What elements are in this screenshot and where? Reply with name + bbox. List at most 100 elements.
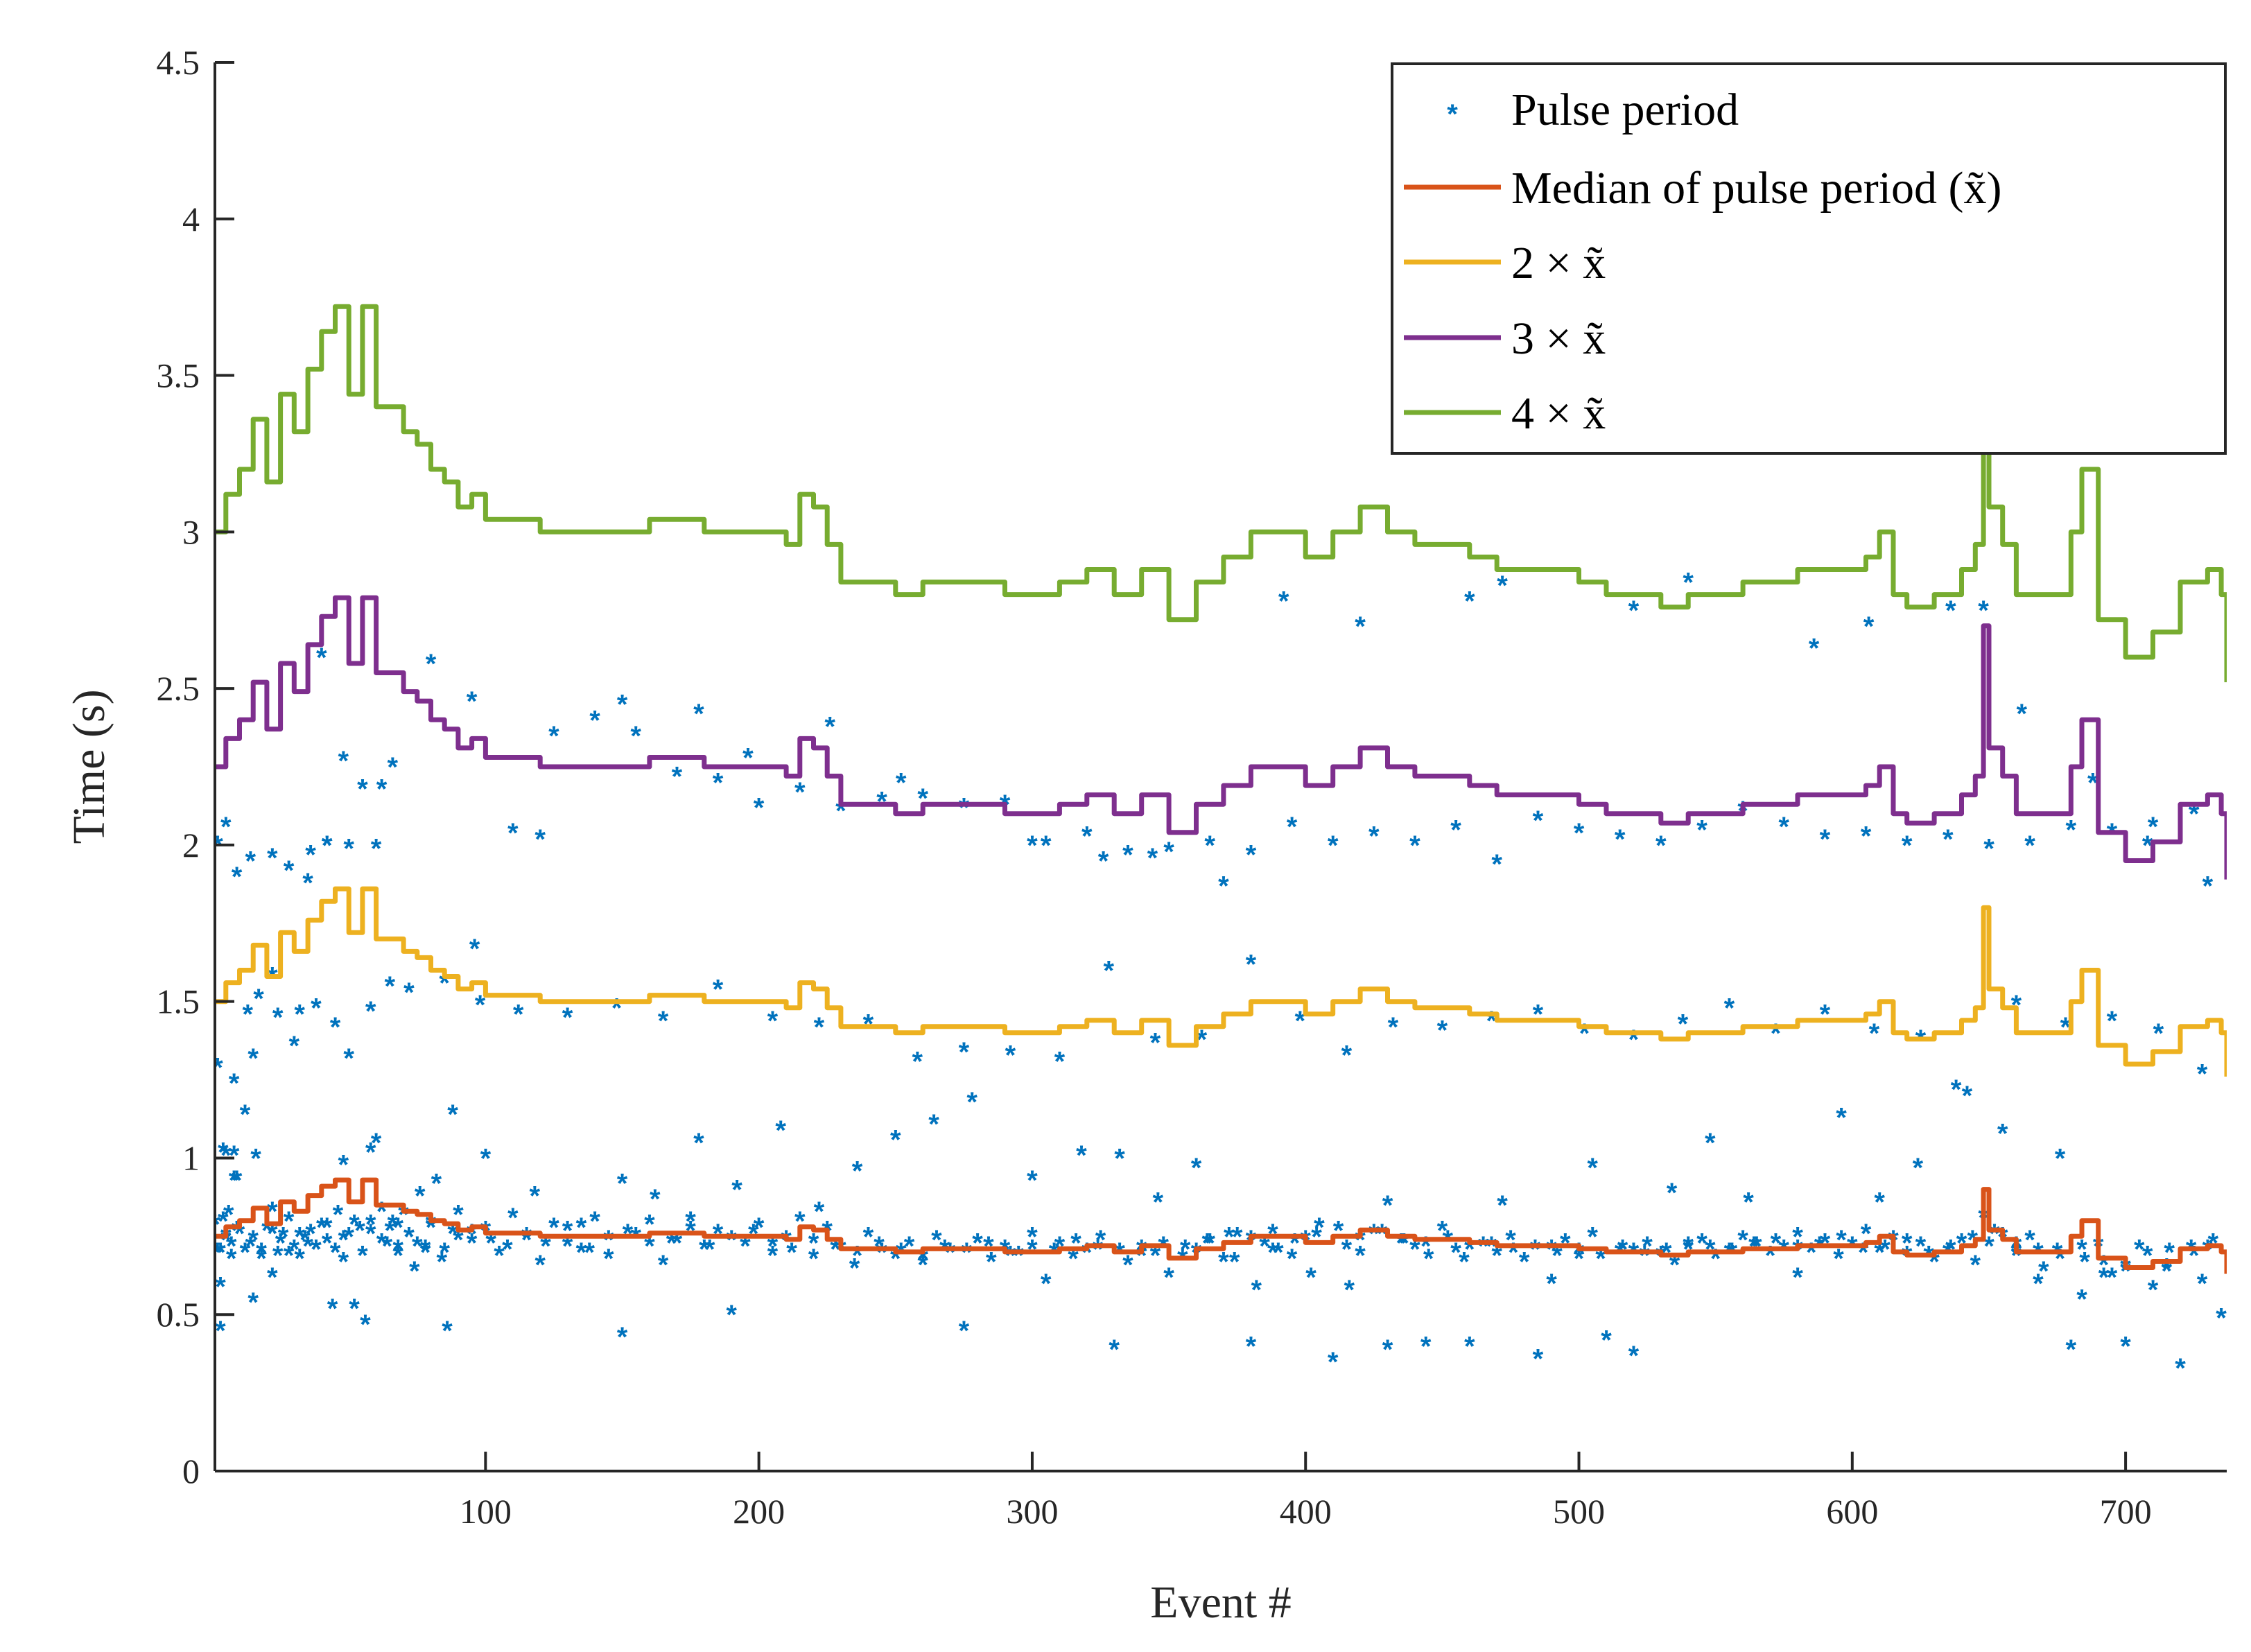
pulse-period-point: * — [1295, 1006, 1306, 1036]
pulse-period-point: * — [1683, 568, 1694, 598]
legend-label-pulse: Pulse period — [1511, 85, 1739, 135]
pulse-period-point: * — [215, 1272, 226, 1303]
pulse-period-point: * — [467, 686, 478, 717]
pulse-period-point: * — [726, 1300, 737, 1330]
pulse-period-point: * — [794, 777, 806, 808]
series-layer: * * * * * * * * * * * * * * * * * * * * * * * * * * * * * * * * * * * * * * * *… — [212, 304, 2227, 1384]
pulse-period-point: * — [1970, 1250, 1981, 1280]
pulse-period-point: * — [2153, 1018, 2164, 1049]
pulse-period-point: * — [426, 649, 437, 679]
x-tick-label: 200 — [733, 1492, 785, 1531]
pulse-period-point: * — [289, 1234, 300, 1264]
pulse-period-point: * — [272, 1240, 284, 1271]
pulse-period-point: * — [852, 1240, 863, 1271]
pulse-period-point: * — [2017, 699, 2028, 729]
pulse-period-point: * — [1311, 1221, 1322, 1252]
pulse-period-point: * — [814, 1012, 825, 1043]
pulse-period-point: * — [267, 843, 278, 873]
pulse-period-point: * — [521, 1221, 532, 1252]
pulse-period-point: * — [1601, 1325, 1612, 1355]
pulse-period-point: * — [2197, 1269, 2208, 1299]
pulse-period-point: * — [562, 1231, 573, 1262]
pulse-period-point: * — [1150, 1027, 1161, 1058]
legend-box — [1391, 62, 2227, 455]
pulse-period-point: * — [2107, 1006, 2118, 1036]
pulse-period-point: * — [240, 1237, 251, 1268]
pulse-period-point: * — [1278, 586, 1289, 617]
pulse-period-point: * — [267, 1197, 278, 1227]
pulse-period-point: * — [392, 1234, 403, 1264]
pulse-period-point: * — [215, 1237, 226, 1268]
pulse-period-point: * — [824, 711, 835, 742]
pulse-period-point: * — [562, 1215, 573, 1246]
pulse-period-point: * — [1197, 1025, 1208, 1055]
pulse-period-point: * — [1388, 1012, 1399, 1043]
pulse-period-point: * — [247, 1043, 259, 1074]
pulse-period-point: * — [212, 1053, 223, 1084]
pulse-period-point: * — [253, 984, 264, 1014]
pulse-period-point: * — [294, 1244, 305, 1274]
pulse-period-point: * — [1546, 1234, 1557, 1264]
y-axis-title: Time (s) — [64, 689, 114, 844]
pulse-period-point: * — [1081, 1237, 1093, 1268]
pulse-period-point: * — [1863, 611, 1875, 642]
pulse-period-point: * — [1705, 1128, 1716, 1158]
pulse-period-point: * — [299, 1225, 311, 1255]
pulse-period-point: * — [1464, 586, 1475, 617]
pulse-period-point: * — [475, 990, 486, 1020]
y-tick-label: 0.5 — [157, 1295, 200, 1334]
pulse-period-point: * — [658, 1006, 669, 1036]
pulse-period-point: * — [284, 1206, 295, 1237]
pulse-period-point: * — [1163, 837, 1174, 867]
pulse-period-point: * — [1251, 1275, 1262, 1305]
pulse-period-point: * — [876, 1237, 887, 1268]
pulse-period-point: * — [713, 768, 724, 799]
pulse-period-point: * — [1289, 1228, 1301, 1258]
pulse-period-point: * — [1574, 818, 1585, 849]
pulse-period-point: * — [713, 975, 724, 1005]
pulse-period-point: * — [1305, 1262, 1316, 1293]
pulse-period-point: * — [1191, 1153, 1202, 1183]
pulse-period-point: * — [333, 1200, 344, 1231]
pulse-period-point: * — [502, 1234, 513, 1264]
pulse-period-point: * — [1874, 1188, 1885, 1218]
pulse-period-point: * — [1486, 1231, 1497, 1262]
pulse-period-point: * — [447, 1099, 458, 1130]
pulse-period-point: * — [617, 1322, 628, 1353]
pulse-period-point: * — [1836, 1103, 1847, 1133]
pulse-period-point: * — [1409, 1234, 1420, 1264]
pulse-period-point: * — [693, 699, 704, 729]
pulse-period-point: * — [284, 1240, 295, 1271]
x-tick-label: 100 — [460, 1492, 512, 1531]
pulse-period-point: * — [327, 1294, 338, 1324]
y-tick-label: 1.5 — [157, 982, 200, 1021]
pulse-period-point: * — [1041, 1269, 1052, 1299]
pulse-period-point: * — [420, 1234, 431, 1264]
pulse-period-point: * — [343, 1221, 354, 1252]
y-tick-label: 4 — [182, 200, 200, 238]
pulse-period-point: * — [1382, 1190, 1393, 1221]
pulse-period-point: * — [1639, 1240, 1650, 1271]
pulse-period-point: * — [1655, 831, 1667, 861]
pulse-period-point: * — [412, 1231, 423, 1262]
pulse-period-point: * — [388, 1209, 399, 1240]
pulse-period-point: * — [1041, 831, 1052, 861]
pulse-period-point: * — [584, 1237, 595, 1268]
plot-area: * * * * * * * * * * * * * * * * * * * * * * * * * * * * * * * * * * * * * * * *… — [212, 304, 2227, 1384]
pulse-period-point: * — [1743, 1188, 1754, 1218]
pulse-period-point: * — [507, 818, 519, 849]
pulse-period-point: * — [1628, 1341, 1640, 1371]
line-3x-median — [215, 595, 2227, 880]
pulse-period-point: * — [2055, 1244, 2066, 1274]
pulse-period-point: * — [1497, 1190, 1508, 1221]
pulse-period-point: * — [232, 862, 243, 892]
pulse-period-point: * — [365, 1219, 376, 1249]
pulse-period-point: * — [1833, 1244, 1844, 1274]
pulse-period-point: * — [1204, 831, 1215, 861]
pulse-period-point: * — [731, 1175, 742, 1206]
pulse-period-point: * — [658, 1250, 669, 1280]
pulse-period-point: * — [1533, 1000, 1544, 1030]
pulse-period-point: * — [534, 1250, 546, 1280]
pulse-period-point: * — [1027, 831, 1038, 861]
pulse-period-point: * — [754, 793, 765, 824]
